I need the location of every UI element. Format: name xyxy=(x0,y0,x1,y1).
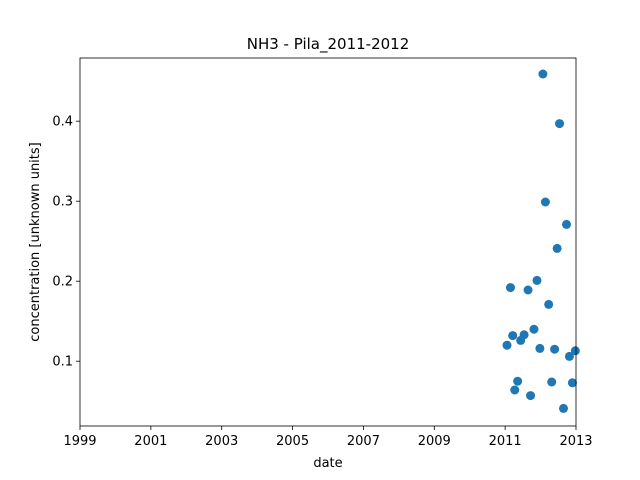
data-point xyxy=(567,378,577,388)
x-axis-label: date xyxy=(313,456,342,471)
data-point xyxy=(526,391,536,401)
x-tick-label: 2007 xyxy=(347,434,380,449)
data-point xyxy=(550,344,560,354)
chart-title: NH3 - Pila_2011-2012 xyxy=(247,35,410,54)
x-tick-label: 2013 xyxy=(559,434,592,449)
x-tick-label: 2001 xyxy=(134,434,167,449)
data-point xyxy=(555,119,565,129)
plot-area: 1999 2001 2003 2005 2007 2009 2011 2013 0.1 0.2 0.… xyxy=(52,57,593,449)
data-point xyxy=(532,275,542,285)
data-point xyxy=(505,283,515,293)
data-point xyxy=(570,346,580,356)
data-point xyxy=(513,376,523,386)
x-tick-label: 2003 xyxy=(205,434,238,449)
plot-frame xyxy=(79,57,577,427)
data-point xyxy=(538,69,548,79)
data-point xyxy=(508,331,518,341)
x-tick-label: 2009 xyxy=(418,434,451,449)
data-point xyxy=(510,385,520,395)
data-point xyxy=(564,351,574,361)
data-point xyxy=(540,197,550,207)
y-tick-label: 0.3 xyxy=(52,195,73,210)
y-axis-label: concentration [unknown units] xyxy=(28,142,43,341)
data-point xyxy=(535,343,545,353)
data-point xyxy=(559,403,569,413)
data-point xyxy=(544,299,554,309)
y-tick-label: 0.2 xyxy=(52,275,73,290)
data-point xyxy=(529,324,539,334)
x-tick-label: 1999 xyxy=(63,434,96,449)
y-tick-label: 0.4 xyxy=(52,115,73,130)
data-point xyxy=(552,243,562,253)
x-tick-label: 2005 xyxy=(276,434,309,449)
data-point xyxy=(502,340,512,350)
y-tick-label: 0.1 xyxy=(52,355,73,370)
data-point xyxy=(562,219,572,229)
data-point xyxy=(523,285,533,295)
data-point xyxy=(519,330,529,340)
x-tick-label: 2011 xyxy=(489,434,522,449)
data-point xyxy=(547,377,557,387)
